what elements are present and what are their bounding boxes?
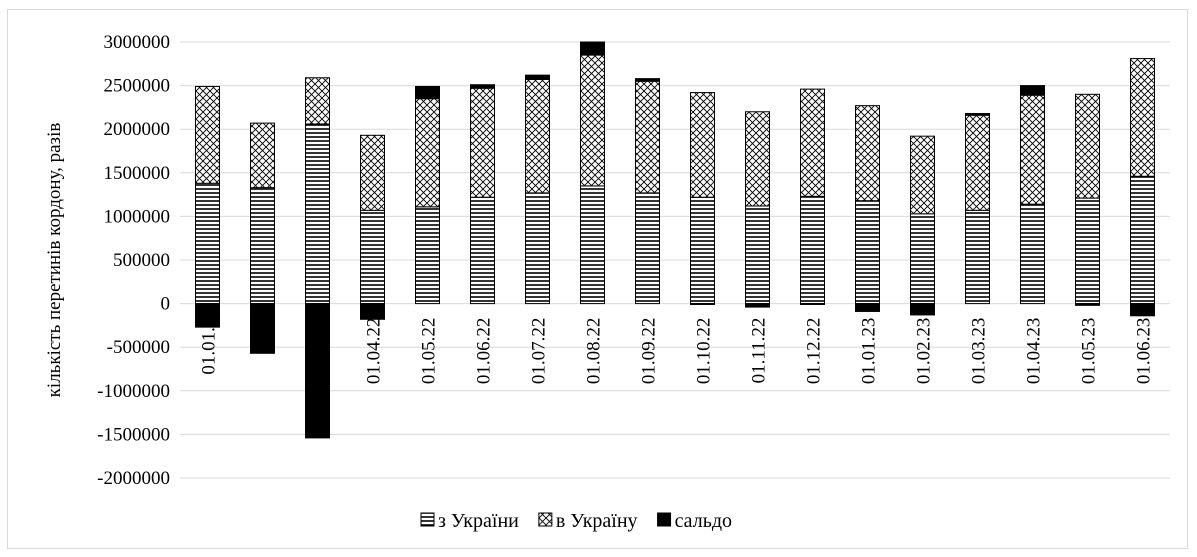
y-tick-label: -1000000 [97, 381, 170, 402]
legend-label: в Україну [556, 510, 638, 532]
bar-horizontal-lines [360, 209, 385, 305]
bar-solid-black [415, 85, 440, 100]
x-tick-label: 01.04.22 [364, 318, 385, 385]
bar-solid-black [965, 113, 990, 116]
bar-solid-black [580, 41, 605, 56]
y-tick-label: 2000000 [104, 119, 171, 140]
x-tick-label: 01.05.23 [1079, 318, 1100, 385]
y-tick-label: -1500000 [97, 424, 170, 445]
legend-swatch [420, 512, 435, 527]
y-tick-label: -500000 [107, 337, 170, 358]
x-tick-label: 01.07.22 [529, 318, 550, 385]
bar-solid-black [1130, 303, 1155, 317]
bar-horizontal-lines [1075, 197, 1100, 305]
gridlines [180, 41, 1170, 479]
bar-diagonal-hatch [1130, 58, 1155, 177]
bar-solid-black [1075, 303, 1100, 306]
bar-solid-black [305, 303, 330, 439]
bar-diagonal-hatch [525, 78, 550, 194]
bar-solid-black [690, 303, 715, 305]
bar-solid-black [635, 78, 660, 82]
legend-swatch [538, 512, 553, 527]
bar-solid-black [910, 303, 935, 316]
bar-diagonal-hatch [580, 54, 605, 187]
y-tick-label: 1500000 [104, 163, 171, 184]
bar-diagonal-hatch [415, 98, 440, 208]
bar-diagonal-hatch [855, 105, 880, 202]
bar-horizontal-lines [745, 205, 770, 305]
bar-diagonal-hatch [635, 80, 660, 194]
bar-diagonal-hatch [745, 111, 770, 207]
bar-horizontal-lines [305, 123, 330, 305]
y-axis-label: кількість перетинів кордону, разів [44, 123, 65, 398]
y-tick-label: -2000000 [97, 468, 170, 489]
x-tick-label: 01.10.22 [694, 318, 715, 385]
y-tick-label: 1000000 [104, 206, 171, 227]
bar-horizontal-lines [690, 196, 715, 305]
y-tick-label: 2500000 [104, 76, 171, 97]
x-tick-label: 01.02.23 [914, 318, 935, 385]
bar-horizontal-lines [470, 196, 495, 305]
x-tick-label: 01.06.23 [1134, 318, 1155, 385]
bar-solid-black [360, 303, 385, 320]
bar-solid-black [470, 84, 495, 89]
x-tick-label: 01.06.22 [474, 318, 495, 385]
bar-horizontal-lines [580, 185, 605, 305]
bars [195, 41, 1155, 439]
bar-diagonal-hatch [360, 134, 385, 211]
x-tick-label: 01.03.23 [969, 318, 990, 385]
x-tick-label: 01.12.22 [804, 318, 825, 385]
x-tick-label: 01.08.22 [584, 318, 605, 385]
bar-horizontal-lines [910, 213, 935, 305]
y-tick-label: 3000000 [104, 32, 171, 53]
bar-horizontal-lines [195, 182, 220, 305]
legend: з України в Україну сальдо [420, 510, 732, 532]
y-tick-labels: 3000000 2500000 2000000 1500000 1000000 50000… [97, 32, 170, 489]
x-tick-label: 01.05.22 [419, 318, 440, 385]
bar-solid-black [800, 303, 825, 305]
bar-horizontal-lines [415, 206, 440, 305]
bar-diagonal-hatch [690, 92, 715, 198]
bar-solid-black [250, 303, 275, 354]
x-tick-labels: 01.01.2 01.0 01.04.22 01.05.22 01.06.22 01.07… [199, 318, 1155, 385]
bar-horizontal-lines [1130, 175, 1155, 305]
bar-horizontal-lines [965, 209, 990, 305]
bar-diagonal-hatch [195, 85, 220, 184]
bar-horizontal-lines [1020, 203, 1045, 305]
y-tick-label: 500000 [113, 250, 170, 271]
x-tick-label: 01.0 [254, 318, 275, 351]
legend-swatch [657, 512, 672, 527]
y-tick-label: 0 [161, 294, 171, 315]
bar-diagonal-hatch [965, 114, 990, 211]
bar-diagonal-hatch [305, 77, 330, 125]
x-tick-label: 01.04.23 [1024, 318, 1045, 385]
bar-diagonal-hatch [250, 122, 275, 189]
x-tick-label: 01.01.23 [859, 318, 880, 385]
x-tick-label: 01.11.22 [749, 318, 770, 384]
bar-solid-black [745, 303, 770, 308]
bar-solid-black [195, 303, 220, 328]
bar-horizontal-lines [525, 192, 550, 305]
bar-diagonal-hatch [1020, 94, 1045, 205]
bar-horizontal-lines [635, 192, 660, 305]
bar-diagonal-hatch [470, 87, 495, 198]
bar-diagonal-hatch [800, 88, 825, 197]
bar-horizontal-lines [800, 195, 825, 305]
bar-solid-black [1020, 85, 1045, 96]
legend-label: з України [438, 510, 519, 532]
bar-diagonal-hatch [1075, 93, 1100, 199]
x-tick-label: 01.01.2 [199, 318, 220, 375]
bar-solid-black [525, 74, 550, 80]
bar-diagonal-hatch [910, 135, 935, 215]
x-tick-label: 01.09.22 [639, 318, 660, 385]
bar-horizontal-lines [855, 200, 880, 305]
bar-solid-black [855, 303, 880, 312]
legend-label: сальдо [675, 510, 732, 532]
bar-horizontal-lines [250, 187, 275, 305]
